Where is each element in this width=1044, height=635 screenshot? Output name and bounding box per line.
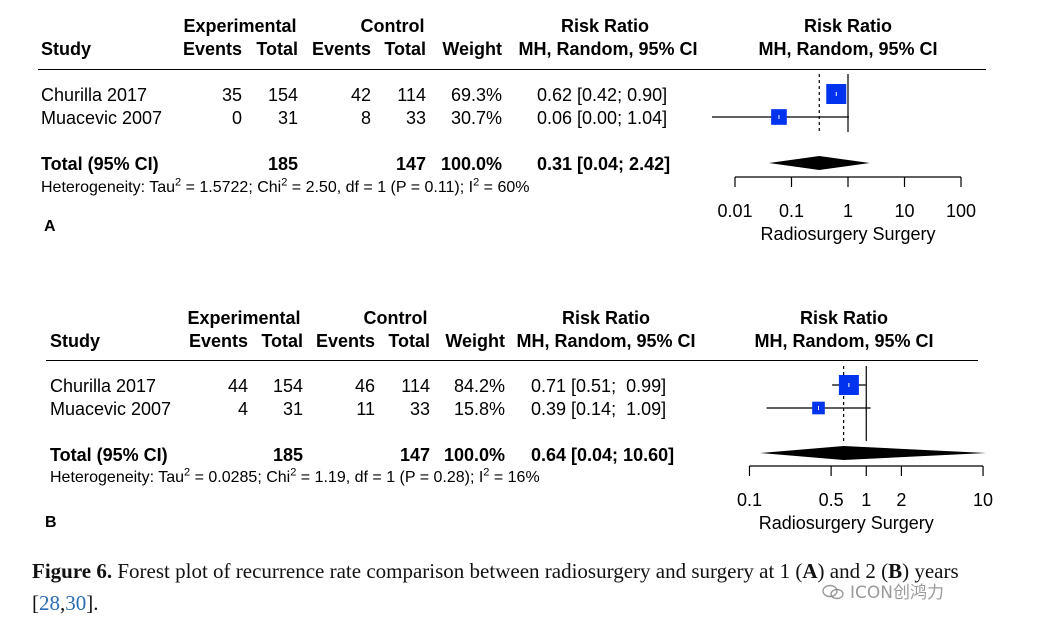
study-name: Churilla 2017 xyxy=(41,85,148,105)
header-exp-events: Events xyxy=(188,331,248,351)
wechat-icon xyxy=(822,584,844,600)
ctl-total: 33 xyxy=(405,108,426,128)
ctl-total: 33 xyxy=(409,399,430,419)
header-ctl-events: Events xyxy=(311,39,371,59)
header-risk-ratio-plot: Risk Ratio xyxy=(803,16,893,36)
watermark: ICON创鸿力 xyxy=(822,578,944,603)
ctl-total: 114 xyxy=(401,376,430,396)
total-label: Total (95% CI) xyxy=(41,154,159,174)
pooled-diamond xyxy=(760,446,986,460)
header-ctl-events: Events xyxy=(315,331,375,351)
ci-text: 0.62 [0.42; 0.90] xyxy=(537,85,668,105)
tick-label: 10 xyxy=(894,201,914,221)
header-weight: Weight xyxy=(442,39,502,59)
header-exp-total: Total xyxy=(261,331,303,351)
heterogeneity-text: Heterogeneity: Tau2 = 0.0285; Chi2 = 1.1… xyxy=(50,466,540,486)
total-exp: 185 xyxy=(272,445,303,465)
header-risk-ratio-plot: Risk Ratio xyxy=(799,308,889,328)
weight: 84.2% xyxy=(453,376,505,396)
exp-total: 154 xyxy=(267,85,298,105)
total-ctl: 147 xyxy=(399,445,430,465)
total-weight: 100.0% xyxy=(443,445,505,465)
header-exp-events: Events xyxy=(182,39,242,59)
tick-label: 1 xyxy=(861,490,871,510)
header-exp-total: Total xyxy=(256,39,298,59)
header-ctl-total: Total xyxy=(388,331,430,351)
tick-label: 0.1 xyxy=(779,201,804,221)
tick-label: 0.1 xyxy=(737,490,762,510)
header-ctl-total: Total xyxy=(384,39,426,59)
header-control: Control xyxy=(360,16,425,36)
header-weight: Weight xyxy=(445,331,505,351)
study-name: Muacevic 2007 xyxy=(41,108,163,128)
header-method: MH, Random, 95% CI xyxy=(518,39,698,59)
header-risk-ratio: Risk Ratio xyxy=(561,308,651,328)
exp-total: 31 xyxy=(282,399,303,419)
total-ci: 0.64 [0.04; 10.60] xyxy=(531,445,675,465)
tick-label: 0.5 xyxy=(819,490,844,510)
forest-plots: 0.01 0.1 1 10 100 Radiosurgery Surgery 0.1 0.5 1… xyxy=(712,74,993,533)
study-name: Muacevic 2007 xyxy=(50,399,172,419)
ref-link[interactable]: 28 xyxy=(39,591,60,615)
header-method-plot: MH, Random, 95% CI xyxy=(758,39,938,59)
ci-text: 0.39 [0.14; 1.09] xyxy=(531,399,667,419)
ctl-events: 46 xyxy=(354,376,375,396)
axis-label: Radiosurgery Surgery xyxy=(760,224,935,244)
header-experimental: Experimental xyxy=(187,308,301,328)
panel-letter: B xyxy=(45,514,57,531)
weight: 15.8% xyxy=(453,399,505,419)
exp-events: 44 xyxy=(227,376,248,396)
figure-caption: Figure 6. Forest plot of recurrence rate… xyxy=(32,559,959,615)
tick-label: 2 xyxy=(896,490,906,510)
exp-events: 4 xyxy=(237,399,248,419)
ci-text: 0.06 [0.00; 1.04] xyxy=(537,108,668,128)
tick-label: 1 xyxy=(843,201,853,221)
pooled-diamond xyxy=(769,156,870,170)
header-study: Study xyxy=(50,331,101,351)
total-label: Total (95% CI) xyxy=(50,445,168,465)
tick-label: 100 xyxy=(946,201,976,221)
exp-events: 35 xyxy=(221,85,242,105)
tick-label: 0.01 xyxy=(717,201,752,221)
weight: 30.7% xyxy=(450,108,502,128)
caption-label: Figure 6. xyxy=(32,559,113,583)
watermark-text: ICON创鸿力 xyxy=(850,583,944,603)
ctl-events: 11 xyxy=(356,399,375,419)
total-ctl: 147 xyxy=(395,154,426,174)
ctl-events: 8 xyxy=(360,108,371,128)
header-experimental: Experimental xyxy=(183,16,297,36)
ref-link[interactable]: 30 xyxy=(65,591,87,615)
tick-label: 10 xyxy=(973,490,993,510)
header-control: Control xyxy=(363,308,428,328)
header-study: Study xyxy=(41,39,92,59)
total-weight: 100.0% xyxy=(440,154,502,174)
ci-text: 0.71 [0.51; 0.99] xyxy=(531,376,667,396)
panel-letter: A xyxy=(44,218,56,235)
heterogeneity-text: Heterogeneity: Tau2 = 1.5722; Chi2 = 2.5… xyxy=(41,176,530,196)
header-risk-ratio: Risk Ratio xyxy=(560,16,650,36)
total-exp: 185 xyxy=(267,154,298,174)
total-ci: 0.31 [0.04; 2.42] xyxy=(537,154,671,174)
header-method: MH, Random, 95% CI xyxy=(516,331,696,351)
exp-total: 31 xyxy=(277,108,298,128)
exp-total: 154 xyxy=(272,376,303,396)
header-rule xyxy=(38,69,986,70)
header-rule xyxy=(46,360,978,361)
ctl-total: 114 xyxy=(397,85,426,105)
weight: 69.3% xyxy=(450,85,502,105)
exp-events: 0 xyxy=(231,108,242,128)
study-name: Churilla 2017 xyxy=(50,376,157,396)
axis-label: Radiosurgery Surgery xyxy=(759,513,934,533)
header-method-plot: MH, Random, 95% CI xyxy=(754,331,934,351)
ctl-events: 42 xyxy=(350,85,371,105)
